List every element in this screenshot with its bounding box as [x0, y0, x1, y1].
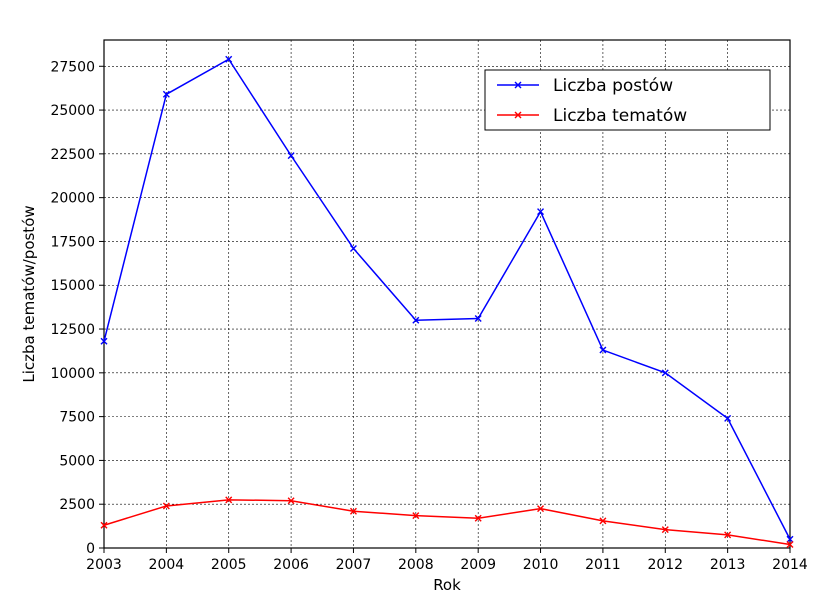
y-tick-label: 12500	[50, 322, 95, 338]
x-tick-label: 2014	[772, 557, 808, 573]
y-tick-label: 10000	[50, 366, 95, 382]
y-tick-label: 20000	[50, 191, 95, 207]
x-axis-label: Rok	[433, 576, 461, 594]
y-tick-label: 0	[86, 541, 95, 557]
legend: Liczba postów Liczba tematów	[485, 70, 770, 130]
x-tick-label: 2011	[585, 557, 621, 573]
y-tick-label: 7500	[59, 410, 95, 426]
x-tick-label: 2003	[86, 557, 122, 573]
y-tick-label: 27500	[50, 59, 95, 75]
x-tick-label: 2008	[398, 557, 434, 573]
x-tick-label: 2009	[460, 557, 496, 573]
x-tick-label: 2004	[149, 557, 185, 573]
chart-container: 2003 2004 2005 2006 2007 2008 2009 2010 2011 2012…	[0, 0, 815, 615]
x-tick-label: 2007	[336, 557, 372, 573]
y-tick-label: 5000	[59, 453, 95, 469]
y-tick-label: 25000	[50, 103, 95, 119]
legend-label-posts: Liczba postów	[553, 76, 673, 96]
x-tick-label: 2010	[523, 557, 559, 573]
y-tick-label: 17500	[50, 234, 95, 250]
legend-label-topics: Liczba tematów	[553, 106, 687, 126]
y-axis-label: Liczba tematów/postów	[20, 205, 38, 382]
y-tick-label: 15000	[50, 278, 95, 294]
x-tick-label: 2006	[273, 557, 309, 573]
y-tick-label: 2500	[59, 497, 95, 513]
y-tick-label: 22500	[50, 147, 95, 163]
x-tick-label: 2013	[710, 557, 746, 573]
x-tick-label: 2005	[211, 557, 247, 573]
line-chart: 2003 2004 2005 2006 2007 2008 2009 2010 2011 2012…	[0, 0, 815, 615]
x-tick-label: 2012	[647, 557, 683, 573]
